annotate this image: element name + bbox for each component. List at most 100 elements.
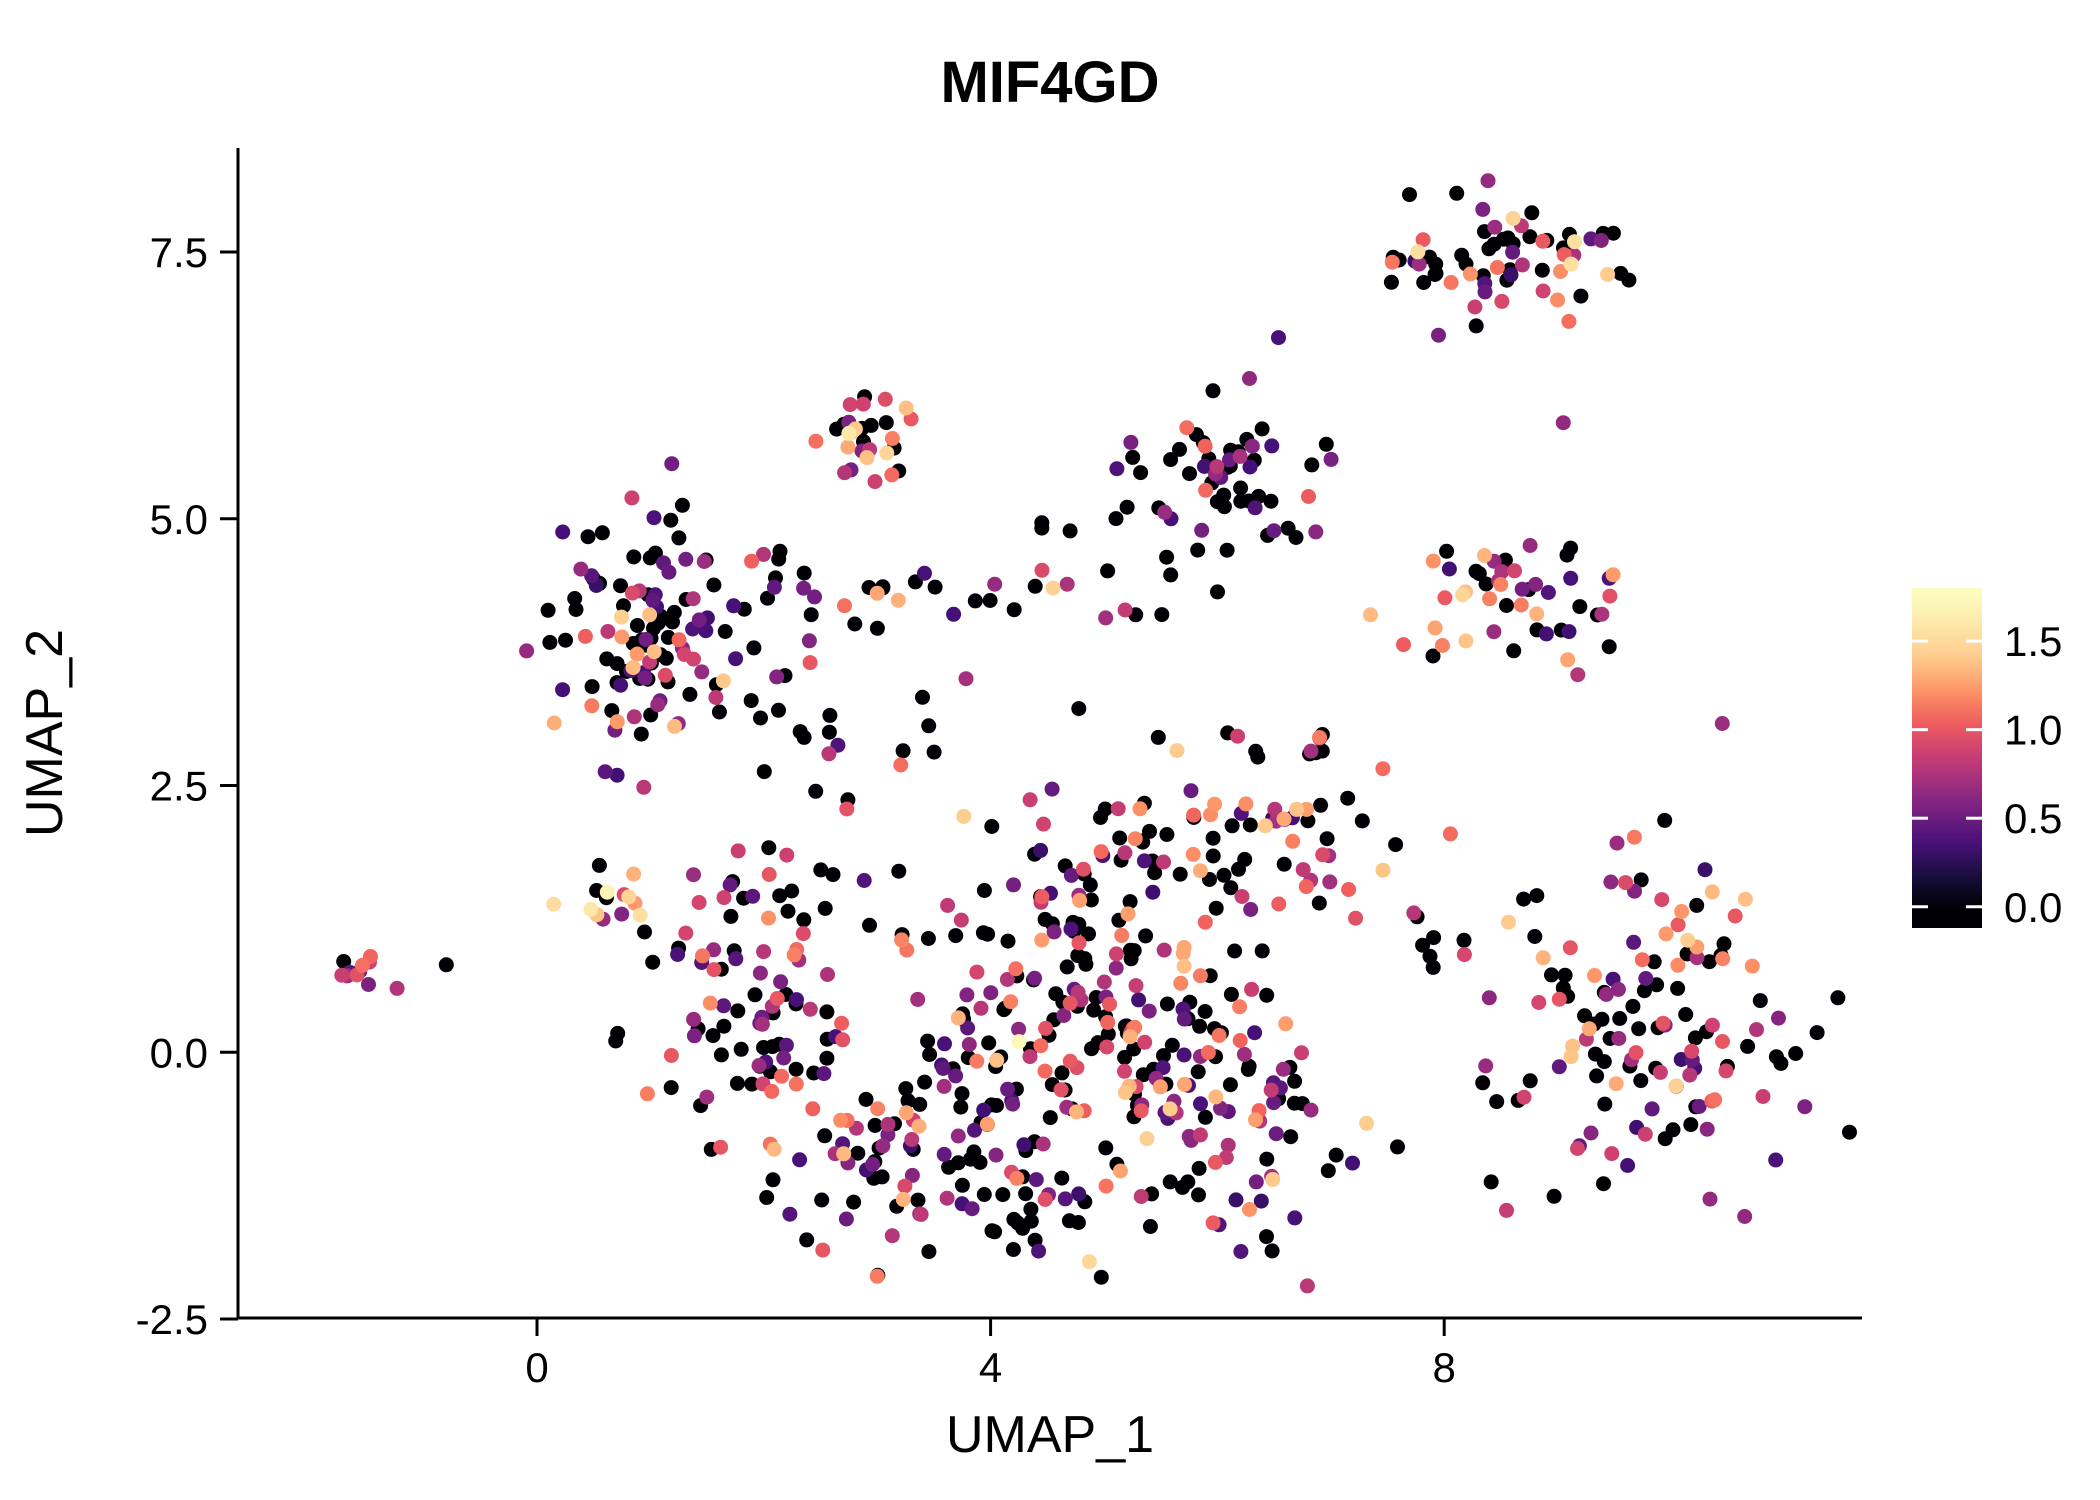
data-point [837, 465, 853, 481]
data-point [917, 1074, 933, 1090]
data-point [1117, 602, 1133, 618]
data-point [1553, 264, 1568, 279]
data-point [1228, 1192, 1244, 1208]
data-point [1416, 275, 1432, 290]
data-point [964, 1201, 980, 1217]
data-point [633, 726, 649, 742]
data-point [1200, 1045, 1216, 1060]
data-point [546, 715, 562, 731]
data-point [1626, 829, 1642, 845]
data-point [1117, 845, 1133, 861]
data-point [729, 1075, 745, 1091]
data-point [691, 895, 707, 910]
x-tick-label: 0 [525, 1344, 548, 1391]
data-point [624, 490, 640, 506]
data-point [1501, 914, 1516, 930]
data-point [958, 671, 974, 687]
data-point [1437, 590, 1453, 606]
data-point [1550, 292, 1566, 308]
data-point [751, 1058, 767, 1073]
data-point [847, 616, 863, 632]
data-point [816, 1066, 832, 1082]
data-point [711, 704, 727, 720]
data-point [1522, 538, 1538, 553]
data-point [973, 1000, 989, 1016]
data-point [678, 925, 694, 941]
data-point [859, 450, 875, 466]
data-point [1655, 1015, 1671, 1031]
data-point [1197, 458, 1212, 474]
data-point [1670, 917, 1686, 933]
data-point [1156, 854, 1171, 870]
data-point [1697, 862, 1713, 878]
data-point [1191, 1160, 1207, 1176]
data-point [728, 951, 744, 967]
data-point [987, 1224, 1003, 1240]
data-point [1062, 523, 1078, 539]
data-point [1535, 950, 1551, 966]
data-point [1219, 542, 1235, 558]
data-point [1628, 1045, 1644, 1061]
data-point [1573, 288, 1589, 304]
data-point [979, 1116, 995, 1132]
data-point [1005, 1242, 1021, 1257]
data-point [1156, 1048, 1171, 1064]
data-point [389, 980, 405, 996]
data-point [1139, 1131, 1155, 1147]
data-point [1276, 811, 1292, 827]
x-tick-label: 8 [1433, 1344, 1456, 1391]
data-point [646, 644, 662, 660]
data-point [583, 901, 599, 917]
data-point [1027, 970, 1043, 986]
data-point [898, 1105, 914, 1121]
data-point [1126, 1041, 1142, 1057]
data-point [1264, 438, 1280, 454]
data-point [1287, 1210, 1303, 1226]
data-point [1054, 1065, 1070, 1081]
data-point [624, 585, 640, 601]
data-point [1477, 548, 1492, 563]
data-point [1037, 1192, 1053, 1207]
data-point [1301, 489, 1316, 504]
data-point [1594, 606, 1610, 622]
data-point [1011, 1034, 1027, 1050]
data-point [1468, 563, 1484, 579]
data-point [1122, 894, 1138, 910]
data-point [1658, 926, 1674, 942]
data-point [878, 415, 894, 431]
data-point [1093, 1269, 1109, 1285]
data-point [875, 1138, 891, 1154]
data-point [1535, 283, 1551, 299]
data-point [1562, 940, 1578, 956]
data-point [1248, 743, 1264, 759]
data-point [1707, 1092, 1723, 1108]
data-point [1609, 835, 1625, 851]
data-point [801, 633, 817, 649]
data-point [987, 576, 1003, 592]
data-point [1583, 1125, 1599, 1141]
data-point [1193, 1096, 1208, 1112]
data-point [1809, 1025, 1825, 1041]
data-point [1081, 1254, 1097, 1270]
data-point [580, 529, 596, 545]
data-point [959, 987, 975, 1003]
data-point [838, 1211, 854, 1227]
data-point [1529, 606, 1545, 622]
data-point [983, 985, 999, 1001]
data-point [604, 703, 620, 719]
data-point [1207, 796, 1223, 812]
data-point [1238, 796, 1254, 812]
data-point [682, 686, 698, 702]
data-point [1182, 466, 1197, 482]
data-point [555, 682, 571, 698]
data-point [1682, 1067, 1698, 1083]
data-point [1071, 935, 1087, 951]
data-point [1127, 831, 1143, 847]
data-point [702, 995, 718, 1011]
data-point [1280, 520, 1296, 536]
data-point [936, 1146, 952, 1162]
data-point [1210, 584, 1225, 600]
data-point [1689, 897, 1705, 913]
data-point [850, 1145, 866, 1161]
data-point [600, 624, 616, 639]
